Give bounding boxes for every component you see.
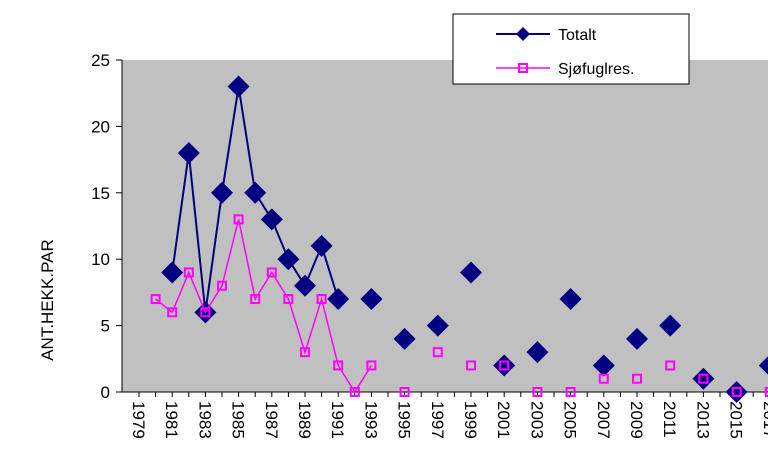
x-tick-label: 2007 (594, 401, 613, 439)
data-point-square (266, 267, 277, 278)
data-point-diamond (526, 341, 549, 364)
data-point-diamond (294, 274, 316, 297)
x-tick-label: 1993 (361, 401, 380, 439)
data-point-square (283, 294, 294, 305)
legend-marker-totalt (516, 27, 530, 41)
data-point-diamond (626, 327, 648, 350)
data-point-square (499, 360, 510, 371)
y-tick-label: 25 (91, 51, 110, 70)
x-tick-label: 1999 (461, 401, 480, 439)
series-layer (150, 75, 768, 403)
data-point-square (698, 373, 709, 384)
data-point-diamond (460, 261, 482, 284)
x-tick-label: 2011 (660, 401, 679, 438)
x-tick-label: 2001 (494, 401, 513, 439)
data-point-diamond (393, 327, 416, 350)
x-tick-label: 2013 (693, 401, 712, 439)
data-point-square (183, 267, 194, 278)
x-tick-label: 1989 (295, 401, 314, 439)
data-point-diamond (659, 314, 682, 337)
data-point-diamond (310, 234, 333, 257)
legend-label-totalt: Totalt (558, 27, 597, 44)
x-tick-label: 2015 (727, 401, 746, 439)
data-point-square (349, 387, 360, 397)
data-point-diamond (327, 288, 350, 311)
data-point-square (466, 360, 476, 371)
x-tick-label: 1985 (229, 401, 248, 439)
x-tick-label: 2003 (527, 401, 546, 439)
data-point-square (764, 387, 768, 397)
x-tick-label: 1987 (262, 401, 281, 439)
data-point-square (532, 387, 543, 397)
data-point-square (316, 294, 327, 305)
data-point-square (632, 373, 642, 384)
x-tick-label: 2005 (561, 401, 580, 439)
x-tick-label: 1983 (195, 401, 214, 439)
legend-label-sjofugl: Sjøfuglres. (558, 61, 634, 78)
data-point-square (399, 387, 410, 397)
data-point-diamond (426, 314, 449, 337)
x-tick-label: 1997 (428, 401, 447, 439)
data-point-diamond (161, 261, 184, 284)
x-tick-label: 1991 (328, 401, 347, 439)
data-point-diamond (260, 208, 283, 231)
x-tick-label: 2017 (760, 401, 768, 439)
data-point-square (598, 373, 609, 384)
x-tick-label: 1995 (395, 401, 414, 439)
data-point-diamond (559, 288, 582, 311)
plot-area (122, 60, 768, 392)
data-point-square (565, 387, 576, 397)
data-point-square (300, 347, 310, 358)
data-point-square (731, 387, 742, 397)
legend-box (452, 13, 690, 85)
y-tick-label: 15 (91, 184, 110, 203)
data-point-square (217, 280, 227, 291)
x-tick-label: 2009 (627, 401, 646, 439)
legend-marker-sjofugl (518, 63, 528, 73)
data-point-square (150, 294, 161, 305)
series-line (155, 219, 373, 394)
data-point-diamond (758, 356, 768, 375)
data-point-diamond (244, 181, 267, 204)
data-point-square (665, 360, 676, 371)
data-point-square (200, 307, 211, 318)
y-tick-label: 5 (101, 317, 110, 336)
data-point-square (333, 360, 344, 371)
data-point-diamond (592, 354, 615, 377)
data-point-diamond (277, 248, 300, 271)
data-point-diamond (493, 354, 516, 377)
data-point-square (233, 214, 244, 225)
legend: Totalt Sjøfuglres. (452, 13, 690, 85)
y-tick-label: 20 (91, 117, 110, 136)
data-point-diamond (725, 381, 748, 403)
data-point-square (366, 360, 377, 371)
data-point-diamond (692, 367, 715, 390)
y-tick-label: 10 (91, 250, 110, 269)
data-point-square (167, 307, 178, 318)
series-sjofuglres (150, 214, 768, 397)
y-tick-label: 0 (101, 383, 110, 402)
data-point-square (250, 294, 261, 305)
y-axis: 0 5 10 15 20 25 (91, 51, 123, 402)
data-point-diamond (360, 288, 383, 311)
data-point-diamond (227, 75, 250, 98)
data-point-diamond (177, 141, 200, 164)
data-point-square (432, 347, 443, 358)
x-tick-label: 1979 (129, 401, 148, 439)
y-axis-label: ANT.HEKK.PAR (38, 239, 57, 361)
x-axis: 1979 1981 1983 1985 1987 1989 1991 1993 1995 1997… (122, 391, 768, 439)
x-tick-label: 1981 (162, 401, 181, 439)
data-point-diamond (211, 181, 233, 204)
